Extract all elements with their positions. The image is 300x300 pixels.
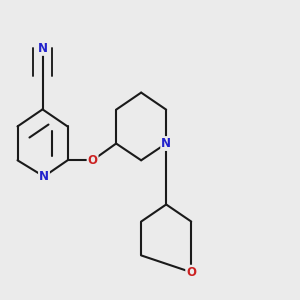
- Text: N: N: [39, 170, 49, 183]
- Text: N: N: [38, 42, 47, 55]
- Text: N: N: [161, 137, 171, 150]
- Text: O: O: [186, 266, 196, 279]
- Text: O: O: [88, 154, 98, 167]
